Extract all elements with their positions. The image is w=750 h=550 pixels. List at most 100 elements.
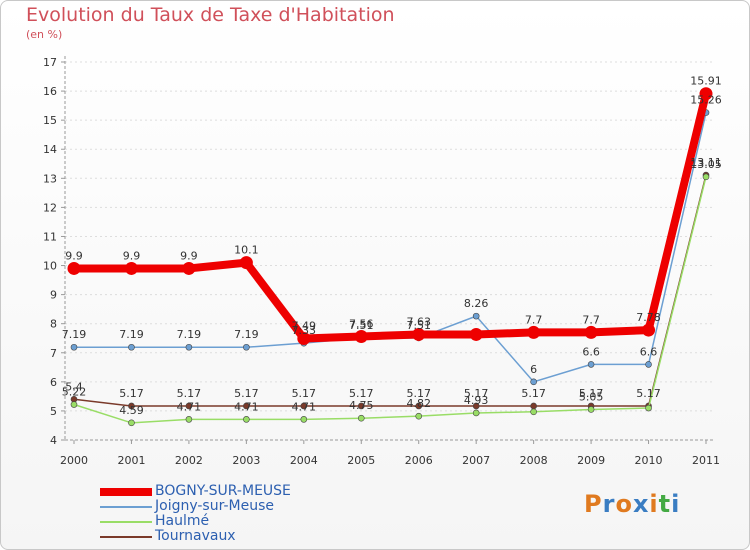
legend-swatch: [100, 521, 152, 523]
data-label: 4.71: [234, 400, 259, 413]
series-line-tournavaux: [73, 174, 707, 407]
data-point: [587, 361, 595, 368]
data-label: 10.1: [234, 244, 259, 257]
data-label: 4.71: [177, 400, 202, 413]
data-point: [297, 332, 311, 346]
data-label: 5.17: [406, 387, 431, 400]
data-label: 9.9: [123, 249, 141, 262]
data-point: [530, 408, 537, 416]
data-point: [243, 402, 250, 410]
y-tick-label: 9: [50, 289, 57, 302]
data-label: 5.17: [292, 387, 317, 400]
x-tick-label: 2001: [117, 454, 145, 467]
data-label: 5.17: [521, 387, 546, 400]
series-line-haulmé: [73, 176, 707, 424]
axes: 4 5 6 7 8 9 10 11 12 13 14 15 16 17 2000 2001 2002 2003 20…: [43, 56, 720, 467]
x-tick-label: 2000: [60, 454, 88, 467]
data-point: [185, 416, 193, 423]
series-line-bogny-sur-meuse: [70, 89, 710, 343]
x-tick-label: 2008: [520, 454, 548, 467]
data-label: 8.26: [464, 297, 489, 310]
data-point: [584, 325, 598, 339]
data-point: [243, 343, 250, 351]
data-point: [587, 406, 595, 413]
data-label: 6.6: [582, 345, 600, 358]
data-point: [243, 416, 250, 423]
x-tick-label: 2004: [290, 454, 318, 467]
data-point: [357, 402, 365, 410]
data-label: 6: [530, 363, 537, 376]
data-point: [645, 361, 652, 368]
proxiti-logo: Proxiti: [584, 490, 681, 518]
legend-swatch: [100, 488, 152, 496]
y-tick-label: 4: [50, 434, 57, 447]
data-point: [530, 378, 537, 386]
data-label: 5.17: [119, 387, 144, 400]
y-tick-label: 8: [50, 318, 57, 331]
data-label: 4.75: [349, 399, 374, 412]
data-point: [300, 416, 308, 423]
y-tick-label: 14: [43, 143, 57, 156]
data-label: 4.71: [292, 400, 317, 413]
data-point: [527, 325, 541, 339]
x-tick-label: 2006: [405, 454, 433, 467]
data-point: [357, 414, 365, 422]
data-point: [472, 312, 480, 320]
data-label: 7.49: [292, 320, 317, 333]
y-tick-label: 5: [50, 405, 57, 418]
data-label: 7.33: [292, 324, 317, 337]
x-tick-label: 2002: [175, 454, 203, 467]
data-label: 6.6: [640, 345, 658, 358]
data-label: 4.93: [464, 394, 489, 407]
data-label: 7.78: [636, 311, 661, 324]
y-tick-label: 15: [43, 114, 57, 127]
data-point: [300, 402, 308, 410]
legend-label: Joigny-sur-Meuse: [155, 498, 274, 514]
data-label: 15.26: [690, 94, 722, 107]
series-line-joigny-sur-meuse: [73, 111, 707, 383]
y-tick-label: 13: [43, 172, 57, 185]
chart-title: Evolution du Taux de Taxe d'Habitation: [26, 4, 395, 26]
data-label: 5.17: [579, 387, 604, 400]
x-tick-label: 2010: [635, 454, 663, 467]
data-label: 4.82: [406, 397, 431, 410]
data-label: 7.51: [406, 319, 431, 332]
y-tick-label: 12: [43, 201, 57, 214]
data-point: [415, 402, 423, 410]
data-point: [70, 401, 78, 408]
data-point: [530, 402, 537, 410]
y-tick-label: 16: [43, 85, 57, 98]
data-point: [70, 343, 78, 351]
data-label: 9.9: [180, 249, 198, 262]
series-group: [67, 87, 713, 427]
data-label: 7.7: [582, 313, 600, 326]
data-point: [472, 409, 480, 417]
data-label: 4.59: [119, 404, 144, 417]
data-label: 15.91: [690, 75, 722, 88]
x-tick-label: 2009: [577, 454, 605, 467]
legend-swatch: [100, 536, 152, 538]
data-point: [128, 419, 135, 427]
unit-label: (en %): [26, 28, 63, 41]
x-tick-label: 2005: [347, 454, 375, 467]
x-tick-label: 2011: [692, 454, 720, 467]
data-label: 5.17: [636, 387, 661, 400]
data-label: 5.17: [234, 387, 259, 400]
data-label: 7.19: [62, 328, 87, 341]
x-tick-label: 2003: [232, 454, 260, 467]
legend-label: Haulmé: [155, 513, 210, 529]
data-label: 7.56: [349, 317, 374, 330]
y-tick-label: 6: [50, 376, 57, 389]
data-label: 9.9: [65, 249, 83, 262]
grid: [65, 61, 715, 441]
data-point: [415, 412, 423, 420]
data-point: [67, 261, 81, 275]
data-label: 5.4: [65, 380, 83, 393]
data-label: 5.22: [62, 386, 87, 399]
data-label: 7.51: [349, 319, 374, 332]
data-point: [128, 402, 135, 410]
data-label: 13.11: [690, 156, 722, 169]
data-point: [472, 402, 480, 410]
